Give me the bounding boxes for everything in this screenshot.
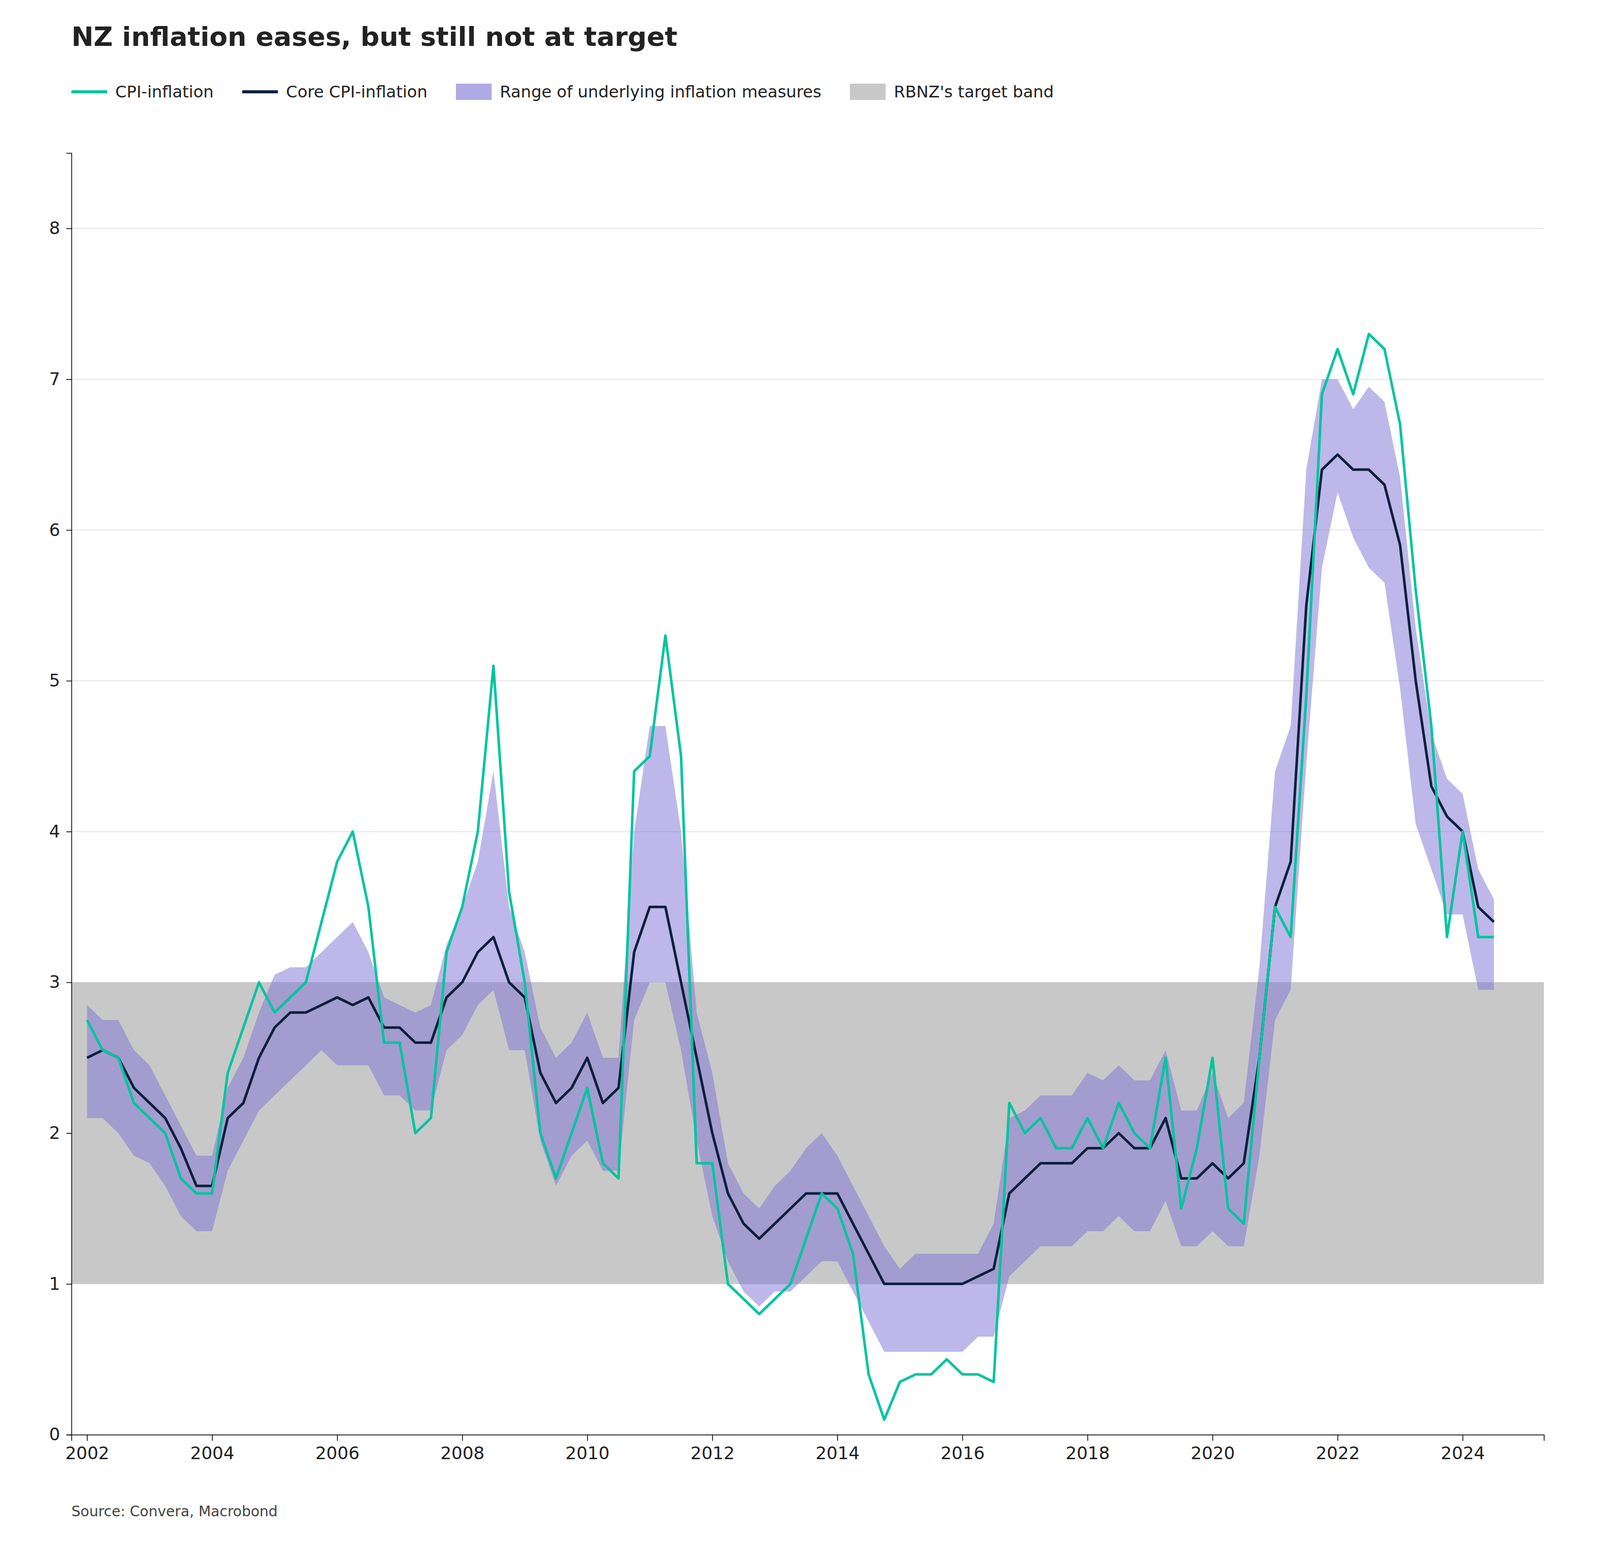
x-tick: 2006: [315, 1434, 360, 1464]
x-tick: 2018: [1065, 1434, 1110, 1464]
x-tick: 2020: [1190, 1434, 1236, 1464]
y-tick-label: 2: [48, 1122, 61, 1144]
x-tick-label: 2008: [440, 1442, 485, 1464]
y-tick-label: 8: [48, 217, 61, 239]
y-tick-label: 0: [48, 1424, 61, 1445]
plot-area: [71, 334, 1544, 1420]
y-tick-label: 5: [48, 670, 61, 691]
x-tick-label: 2012: [690, 1442, 735, 1464]
x-tick: 2022: [1315, 1434, 1361, 1464]
y-tick: 1: [48, 1273, 72, 1294]
x-tick-mark: [1462, 1434, 1464, 1441]
line: [87, 334, 1494, 1420]
x-tick-label: 2014: [815, 1442, 860, 1464]
legend-item: Core CPI-inflation: [242, 82, 428, 102]
y-tick: 6: [48, 519, 72, 540]
y-tick-label: 4: [48, 821, 61, 842]
x-tick: 2024: [1440, 1434, 1486, 1464]
y-tick: 8: [48, 217, 72, 239]
grid: [71, 228, 1544, 1435]
x-tick-mark: [86, 1434, 88, 1441]
x-tick-mark: [1337, 1434, 1339, 1441]
x-tick-label: 2024: [1440, 1442, 1486, 1464]
y-tick: 4: [48, 821, 72, 842]
x-tick-label: 2002: [65, 1442, 110, 1464]
y-tick: 2: [48, 1122, 72, 1144]
y-tick-mark: [66, 1283, 72, 1285]
y-tick-mark: [66, 982, 72, 984]
y-tick-label: 3: [48, 971, 61, 993]
legend-swatch: [242, 90, 278, 94]
legend-swatch: [849, 83, 886, 100]
x-tick-label: 2020: [1190, 1442, 1236, 1464]
x-axis: 2002 2004 2006 2008 2010 2012 2014 2016 2018 2020…: [65, 1434, 1545, 1464]
title: NZ inflation eases, but still not at tar…: [71, 21, 678, 53]
line: [87, 454, 1494, 1284]
y-tick-mark: [66, 529, 72, 531]
y-tick-mark: [66, 680, 72, 682]
legend-item: RBNZ's target band: [849, 82, 1054, 102]
chart: NZ inflation eases, but still not at tar…: [0, 0, 1600, 1552]
legend-label: RBNZ's target band: [893, 82, 1054, 102]
legend-label: CPI-inflation: [115, 82, 214, 102]
x-tick: 2016: [940, 1434, 985, 1464]
y-tick-label: 1: [48, 1273, 61, 1294]
y-tick-mark: [66, 1434, 72, 1436]
legend-label: Core CPI-inflation: [286, 82, 428, 102]
y-tick-mark: [66, 228, 72, 230]
y-tick: 5: [48, 670, 72, 691]
x-tick-label: 2004: [190, 1442, 235, 1464]
legend-swatch: [455, 83, 492, 100]
y-tick: 7: [48, 368, 72, 390]
legend-item: Range of underlying inflation measures: [455, 82, 822, 102]
y-axis-line: [66, 153, 72, 1436]
x-tick: 2014: [815, 1434, 860, 1464]
x-tick-mark: [962, 1434, 964, 1441]
y-tick-mark: [66, 1132, 72, 1134]
legend: CPI-inflation Core CPI-inflation Range of …: [71, 82, 1054, 102]
grid-line: [71, 227, 1544, 230]
x-tick-label: 2022: [1315, 1442, 1361, 1464]
x-tick-mark: [1212, 1434, 1214, 1441]
range-area: [87, 378, 1494, 1352]
x-tick: 2012: [690, 1434, 735, 1464]
x-tick-mark: [836, 1434, 838, 1441]
x-tick-label: 2018: [1065, 1442, 1110, 1464]
y-tick: 0: [48, 1424, 72, 1445]
grid-line: [71, 831, 1544, 833]
legend-label: Range of underlying inflation measures: [499, 82, 822, 102]
x-tick-label: 2016: [940, 1442, 985, 1464]
x-tick-mark: [587, 1434, 589, 1441]
y-tick-label: 7: [48, 368, 61, 390]
x-tick-label: 2010: [565, 1442, 611, 1464]
x-tick: 2008: [440, 1434, 485, 1464]
x-tick-mark: [212, 1434, 214, 1441]
x-tick: 2010: [565, 1434, 611, 1464]
x-tick-mark: [712, 1434, 714, 1441]
y-tick-label: 6: [48, 519, 61, 540]
x-tick: 2002: [65, 1434, 110, 1464]
x-tick-mark: [1087, 1434, 1089, 1441]
y-axis: 0 1 2 3 4 5 6 7 8: [48, 153, 72, 1445]
y-tick: 3: [48, 971, 72, 993]
x-axis-line: [71, 1435, 1545, 1442]
annotation: Source: Convera, Macrobond: [71, 1503, 278, 1520]
legend-item: CPI-inflation: [71, 82, 214, 102]
x-tick-mark: [337, 1434, 339, 1441]
grid-line: [71, 680, 1544, 682]
x-tick-label: 2006: [315, 1442, 360, 1464]
legend-swatch: [71, 90, 108, 94]
x-tick-mark: [462, 1434, 464, 1441]
y-tick-mark: [66, 831, 72, 833]
x-tick: 2004: [190, 1434, 235, 1464]
y-tick-mark: [66, 378, 72, 380]
